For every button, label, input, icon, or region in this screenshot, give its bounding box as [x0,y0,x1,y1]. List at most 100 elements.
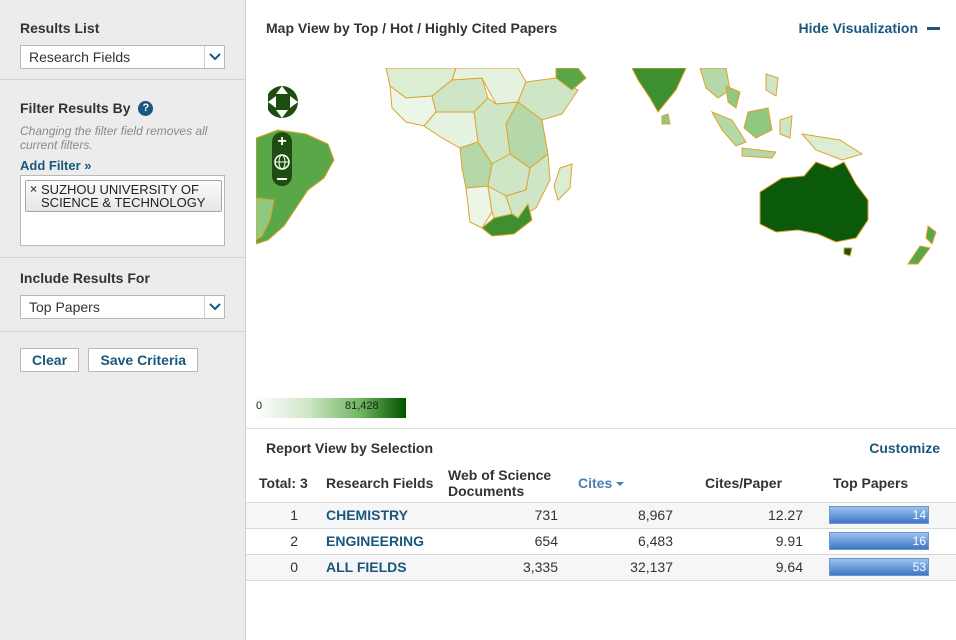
row-field-link[interactable]: CHEMISTRY [326,507,408,523]
sidebar: Results List Research Fields Filter Resu… [0,0,246,640]
map-region-indochina [699,68,731,99]
table-header-row: Total: 3 Research Fields Web of Science … [246,464,956,503]
row-rank: 2 [290,533,298,549]
filter-note: Changing the filter field removes all cu… [20,123,208,152]
include-section: Include Results For Top Papers [0,258,245,332]
row-cites-per-paper-cell: 12.27 [693,502,825,529]
results-list-value: Research Fields [29,49,131,65]
filter-chip-label: SUZHOU UNIVERSITY OF SCIENCE & TECHNOLOG… [41,181,206,210]
zoom-in-icon[interactable]: + [277,133,287,150]
row-cites-cell: 32,137 [578,554,693,581]
row-cites: 6,483 [637,533,673,549]
cites-header[interactable]: Cites [578,464,693,503]
chevron-down-icon [204,296,224,318]
total-header: Total: 3 [246,464,318,503]
map-region-arabia-south [555,68,587,91]
top-papers-bar[interactable]: 53 [829,558,929,576]
pan-control-icon[interactable] [266,76,300,188]
map-region-sri-lanka [661,113,671,125]
row-cites-cell: 8,967 [578,502,693,529]
report-table: Total: 3 Research Fields Web of Science … [246,464,956,581]
save-criteria-button[interactable]: Save Criteria [88,348,199,372]
row-field-link[interactable]: ALL FIELDS [326,559,407,575]
row-cites: 32,137 [630,559,673,575]
legend-min: 0 [256,400,263,412]
wos-header[interactable]: Web of Science Documents [448,464,578,503]
top-papers-value: 16 [912,534,926,548]
row-cites-cell: 6,483 [578,528,693,555]
clear-button[interactable]: Clear [20,348,80,372]
cites-per-paper-header[interactable]: Cites/Paper [693,464,825,503]
top-papers-header[interactable]: Top Papers [825,464,956,503]
table-row: 0 ALL FIELDS 3,335 32,137 9.64 53 [246,554,956,581]
row-field-link-cell: CHEMISTRY [318,502,448,529]
top-papers-value: 53 [912,560,926,574]
globe-icon[interactable] [274,154,290,170]
filter-box: × SUZHOU UNIVERSITY OF SCIENCE & TECHNOL… [20,174,225,246]
row-cites-per-paper: 9.64 [775,559,803,575]
row-field-link-cell: ENGINEERING [318,528,448,555]
row-wos-count-cell: 731 [448,502,578,529]
section-divider [246,428,956,429]
hide-visualization-label: Hide Visualization [798,20,918,36]
map-region-java [741,147,777,159]
customize-link[interactable]: Customize [869,440,940,456]
remove-filter-icon[interactable]: × [30,181,38,196]
world-map[interactable]: + [256,68,956,328]
row-field-link-cell: ALL FIELDS [318,554,448,581]
row-cites-per-paper-cell: 9.91 [693,528,825,555]
results-list-section: Results List Research Fields [0,0,245,80]
include-label: Include Results For [20,270,150,286]
map-region-south-africa [481,202,533,237]
zoom-out-icon[interactable] [274,171,290,181]
top-papers-bar[interactable]: 16 [829,532,929,550]
row-rank: 1 [290,507,298,523]
map-title: Map View by Top / Hot / Highly Cited Pap… [266,20,558,36]
row-rank-cell: 1 [246,502,318,529]
row-cites-per-paper-cell: 9.64 [693,554,825,581]
map-region-south-america-south [256,197,275,241]
map-region-india [631,68,687,113]
table-row: 2 ENGINEERING 654 6,483 9.91 16 [246,528,956,555]
row-wos-count-cell: 654 [448,528,578,555]
map-controls: + [266,76,300,188]
hide-visualization-link[interactable]: Hide Visualization [798,20,940,36]
row-wos-count[interactable]: 3,335 [522,559,558,575]
filter-heading-text: Filter Results By [20,100,131,116]
row-cites-per-paper: 9.91 [775,533,803,549]
row-wos-count[interactable]: 731 [534,507,558,523]
map-region-namibia [465,185,493,229]
top-papers-bar[interactable]: 14 [829,506,929,524]
row-cites-per-paper: 12.27 [767,507,803,523]
map-region-sumatra [710,111,747,147]
map-region-madagascar [553,163,573,201]
map-region-new-guinea [800,133,864,161]
filter-chip: × SUZHOU UNIVERSITY OF SCIENCE & TECHNOL… [25,179,222,212]
criteria-buttons: Clear Save Criteria [0,332,245,388]
map-region-new-zealand-south [907,245,931,265]
legend-gradient [256,398,406,418]
minus-icon [927,26,940,30]
map-region-gulf [423,111,479,149]
results-list-label: Results List [20,20,100,36]
field-header[interactable]: Research Fields [318,464,448,503]
chevron-down-icon [204,46,224,68]
row-wos-count[interactable]: 654 [534,533,558,549]
map-svg [256,68,937,265]
row-field-link[interactable]: ENGINEERING [326,533,425,549]
row-wos-count-cell: 3,335 [448,554,578,581]
results-list-select[interactable]: Research Fields [20,45,225,69]
filter-heading: Filter Results By ? [20,100,225,117]
map-region-tasmania [843,247,853,257]
row-rank: 0 [290,559,298,575]
include-value: Top Papers [29,299,100,315]
map-region-australia [759,161,869,243]
map-legend: 0 81,428 [256,398,406,418]
row-top-papers-cell: 14 [825,502,956,529]
help-icon[interactable]: ? [138,100,154,116]
add-filter-link[interactable]: Add Filter » [20,157,92,173]
cites-header-label: Cites [578,474,613,491]
row-top-papers-cell: 16 [825,528,956,555]
include-select[interactable]: Top Papers [20,295,225,319]
row-rank-cell: 0 [246,554,318,581]
